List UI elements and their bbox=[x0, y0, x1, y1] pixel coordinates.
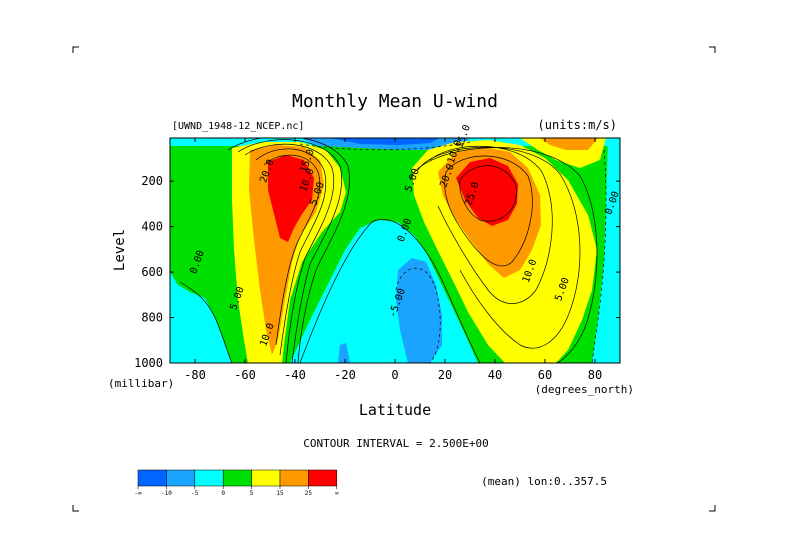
crop-marks bbox=[72, 46, 716, 512]
contour-line bbox=[227, 138, 350, 363]
y-axis: 200 400 600 800 1000 bbox=[134, 174, 620, 370]
colorbar-tick-label: ∞ bbox=[335, 490, 339, 497]
x-tick-label: 20 bbox=[438, 368, 452, 382]
x-tick-label: -60 bbox=[234, 368, 256, 382]
y-tick-label: 200 bbox=[141, 174, 163, 188]
fill-band-below-neg-10 bbox=[330, 138, 440, 145]
contour-line bbox=[409, 147, 598, 363]
units-label: (units:m/s) bbox=[538, 118, 617, 132]
x-axis: -80 -60 -40 -20 0 20 40 60 80 bbox=[184, 138, 602, 382]
fill-band-above-25 bbox=[268, 155, 314, 242]
y-tick-label: 400 bbox=[141, 220, 163, 234]
colorbar-tick-label: 25 bbox=[305, 490, 313, 497]
y-tick-label: 600 bbox=[141, 265, 163, 279]
contour-line bbox=[444, 155, 533, 267]
x-tick-label: -20 bbox=[334, 368, 356, 382]
colorbar-tick-label: 15 bbox=[276, 490, 284, 497]
averaging-note: (mean) lon:0..357.5 bbox=[481, 475, 607, 488]
x-axis-units: (degrees_north) bbox=[535, 383, 634, 396]
crop-mark-top-right bbox=[709, 46, 716, 53]
colorbar-swatch bbox=[166, 469, 196, 487]
colorbar-swatch bbox=[251, 469, 281, 487]
y-axis-units: (millibar) bbox=[108, 377, 174, 390]
contour-line bbox=[263, 154, 321, 346]
x-tick-label: 0 bbox=[391, 368, 398, 382]
colorbar: -∞ -10 -5 0 5 15 25 ∞ bbox=[134, 469, 339, 497]
contour-interval-note: CONTOUR INTERVAL = 2.500E+00 bbox=[303, 437, 488, 450]
chart-title: Monthly Mean U-wind bbox=[292, 91, 498, 112]
x-axis-label: Latitude bbox=[359, 401, 431, 419]
fill-band-neg-10-to-neg-5 bbox=[396, 258, 442, 363]
contour-line bbox=[459, 165, 517, 222]
colorbar-tick-label: -5 bbox=[191, 490, 199, 497]
fill-band-neg-5-to-0 bbox=[592, 138, 620, 363]
contour-line bbox=[179, 281, 233, 363]
colorbar-tick-label: 5 bbox=[250, 490, 254, 497]
fill-band-neg-5-to-0 bbox=[170, 272, 232, 363]
contour-field bbox=[170, 138, 620, 363]
colorbar-swatch bbox=[308, 469, 338, 487]
crop-mark-bottom-left bbox=[72, 505, 79, 512]
y-axis-label: Level bbox=[112, 229, 128, 271]
contour-line bbox=[299, 141, 471, 151]
x-tick-label: 60 bbox=[538, 368, 552, 382]
x-tick-label: 40 bbox=[488, 368, 502, 382]
fill-band-neg-10-to-neg-5 bbox=[338, 343, 350, 363]
colorbar-swatch bbox=[222, 469, 252, 487]
colorbar-swatch bbox=[279, 469, 309, 487]
contour-line bbox=[237, 139, 342, 363]
x-tick-label: 80 bbox=[588, 368, 602, 382]
contour-line bbox=[429, 145, 553, 304]
x-tick-label: -40 bbox=[284, 368, 306, 382]
contour-line bbox=[591, 149, 607, 363]
colorbar-swatch bbox=[194, 469, 224, 487]
colorbar-tick-label: -∞ bbox=[134, 490, 142, 497]
y-tick-label: 1000 bbox=[134, 356, 163, 370]
crop-mark-bottom-right bbox=[709, 505, 716, 512]
crop-mark-top-left bbox=[72, 46, 79, 53]
colorbar-tick-label: -10 bbox=[161, 490, 172, 497]
y-tick-label: 800 bbox=[141, 311, 163, 325]
contour-line bbox=[299, 219, 481, 363]
contour-lines bbox=[179, 138, 607, 363]
fill-band-15-to-25 bbox=[540, 138, 598, 150]
dataset-label: [UWND_1948-12_NCEP.nc] bbox=[172, 121, 304, 132]
colorbar-swatch bbox=[137, 469, 167, 487]
contour-line bbox=[255, 148, 327, 356]
contour-line bbox=[395, 267, 441, 363]
x-tick-label: -80 bbox=[184, 368, 206, 382]
colorbar-tick-label: 0 bbox=[221, 490, 225, 497]
fill-band-above-25 bbox=[456, 158, 518, 226]
contour-line bbox=[244, 143, 335, 363]
